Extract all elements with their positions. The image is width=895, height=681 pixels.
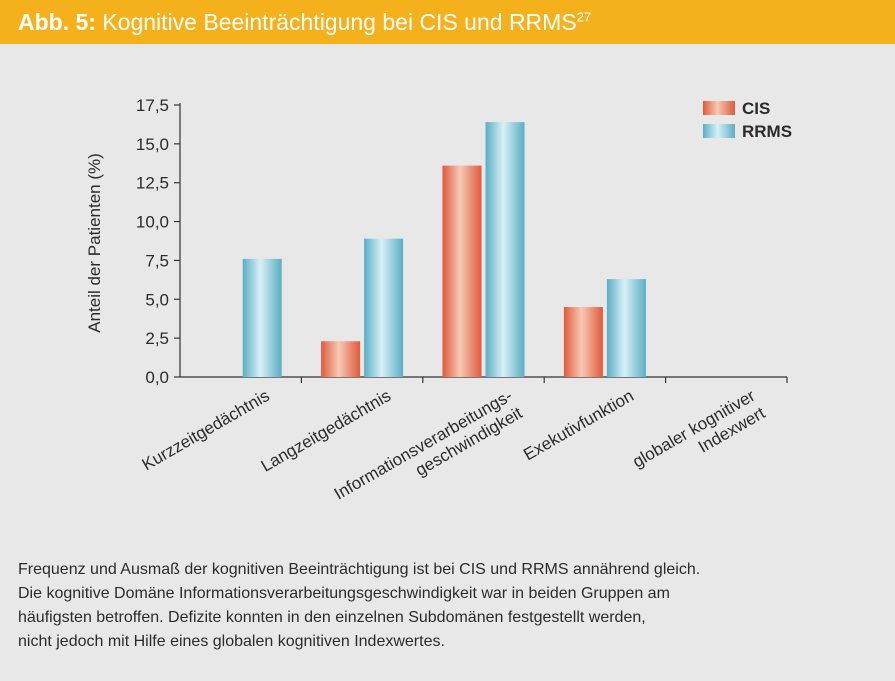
x-tick-label: Kurzzeitgedächtnis bbox=[139, 386, 273, 474]
legend-swatch-cis bbox=[703, 101, 735, 115]
legend-label-rrms: RRMS bbox=[742, 122, 792, 141]
bar-rrms bbox=[485, 122, 525, 378]
y-axis-label: Anteil der Patienten (%) bbox=[85, 153, 104, 333]
y-tick-label: 10,0 bbox=[136, 213, 169, 232]
legend-label-cis: CIS bbox=[742, 99, 770, 118]
y-tick-label: 17,5 bbox=[136, 96, 169, 115]
bar-rrms bbox=[242, 258, 282, 377]
bar-rrms bbox=[606, 279, 646, 377]
plot-area: 0,0 2,5 5,0 7,5 10,0 12,5 15,0 17,5 Anteil der P… bbox=[85, 96, 792, 504]
bar-rrms bbox=[364, 238, 404, 377]
y-tick-label: 0,0 bbox=[145, 368, 169, 387]
bar-chart: 0,0 2,5 5,0 7,5 10,0 12,5 15,0 17,5 Anteil der P… bbox=[85, 96, 792, 504]
figure-caption: Frequenz und Ausmaß der kognitiven Beein… bbox=[18, 558, 878, 654]
figure-header: Abb. 5: Kognitive Beeinträchtigung bei C… bbox=[0, 0, 895, 44]
bar-cis bbox=[563, 307, 603, 377]
caption-line: Frequenz und Ausmaß der kognitiven Beein… bbox=[18, 561, 701, 578]
y-tick-label: 7,5 bbox=[145, 251, 169, 270]
legend-swatch-rrms bbox=[703, 124, 735, 138]
figure-title: Abb. 5: Kognitive Beeinträchtigung bei C… bbox=[18, 0, 591, 44]
caption-line: häufigsten betroffen. Defizite konnten i… bbox=[18, 609, 646, 626]
bar-cis bbox=[321, 341, 361, 377]
y-tick-label: 2,5 bbox=[145, 329, 169, 348]
caption-line: Die kognitive Domäne Informationsverarbe… bbox=[18, 585, 670, 602]
x-tick-label: Exekutivfunktion bbox=[520, 386, 637, 464]
y-tick-label: 15,0 bbox=[136, 135, 169, 154]
caption-line: nicht jedoch mit Hilfe eines globalen ko… bbox=[18, 633, 445, 650]
y-tick-label: 12,5 bbox=[136, 174, 169, 193]
bar-cis bbox=[442, 165, 482, 377]
reference-superscript: 27 bbox=[576, 9, 592, 25]
y-tick-label: 5,0 bbox=[145, 290, 169, 309]
figure-title-text: Kognitive Beeinträchtigung bei CIS und R… bbox=[102, 9, 577, 35]
x-tick-label: globaler kognitiverIndexwert bbox=[629, 386, 768, 489]
figure-number: Abb. 5: bbox=[18, 9, 96, 35]
